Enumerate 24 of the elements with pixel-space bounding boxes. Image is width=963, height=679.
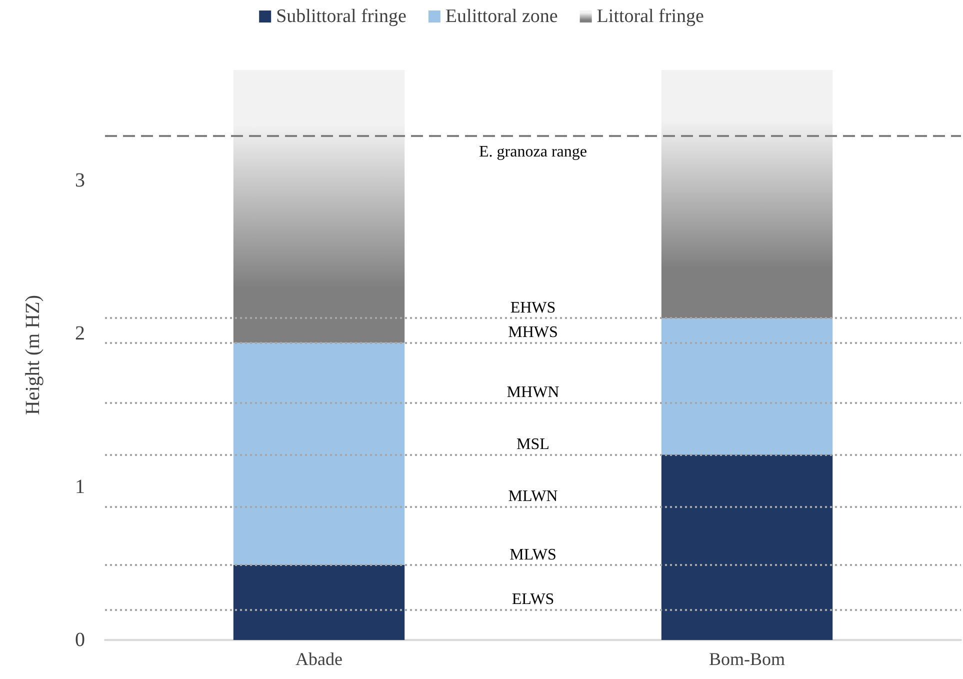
x-tick-label: Bom-Bom — [708, 649, 786, 669]
y-tick-label: 3 — [75, 169, 85, 192]
ref-line-label: E. granoza range — [479, 143, 587, 160]
bar — [233, 70, 405, 343]
x-tick-label: Abade — [296, 649, 342, 669]
y-axis-title: Height (m HZ) — [22, 295, 44, 415]
legend-label: Littoral fringe — [596, 6, 704, 27]
y-tick-label: 1 — [75, 476, 85, 498]
bar — [233, 564, 405, 640]
bar — [661, 454, 833, 640]
bar — [661, 318, 833, 455]
ref-line-label: MLWS — [510, 546, 556, 564]
y-tick-label: 2 — [75, 322, 85, 345]
ref-line-label: MHWN — [506, 384, 560, 401]
legend-label: Eulittoral zone — [445, 6, 558, 27]
ref-line-label: MLWN — [508, 488, 558, 506]
y-tick-label: 0 — [75, 629, 85, 651]
bar — [661, 70, 833, 318]
ref-line-label: MHWS — [508, 324, 558, 342]
ref-line-label: EHWS — [510, 300, 556, 317]
legend-label: Sublittoral fringe — [276, 6, 406, 27]
bar — [233, 342, 405, 565]
ref-line-label: ELWS — [512, 590, 554, 608]
ref-line-label: MSL — [516, 436, 550, 454]
